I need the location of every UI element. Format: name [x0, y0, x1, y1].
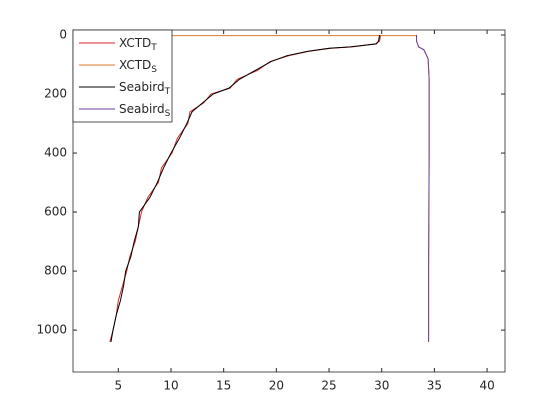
legend-label: XCTDT	[119, 36, 157, 53]
x-tick-label: 20	[269, 379, 284, 393]
legend-box	[72, 29, 173, 123]
x-tick-label: 25	[321, 379, 336, 393]
legend-subscript: S	[151, 65, 157, 75]
y-tick-label: 600	[44, 205, 67, 219]
y-tick-label: 400	[44, 146, 67, 160]
x-tick-label: 35	[427, 379, 442, 393]
x-tick-label: 30	[374, 379, 389, 393]
legend-subscript: S	[165, 109, 171, 119]
legend-name: Seabird	[119, 102, 165, 116]
y-tick-label: 800	[44, 264, 67, 278]
x-tick-label: 5	[114, 379, 122, 393]
legend-subscript: T	[150, 43, 157, 53]
x-tick-label: 15	[216, 379, 231, 393]
data-line	[110, 34, 381, 342]
legend-name: Seabird	[119, 80, 165, 94]
x-tick-label: 10	[163, 379, 178, 393]
y-tick-label: 1000	[36, 323, 67, 337]
legend-subscript: T	[164, 87, 171, 97]
axes-box	[72, 29, 506, 373]
legend-name: XCTD	[119, 36, 151, 50]
data-line	[415, 35, 430, 342]
legend-label: SeabirdT	[119, 80, 171, 97]
x-tick-label: 40	[479, 379, 494, 393]
y-tick-label: 200	[44, 87, 67, 101]
y-tick-label: 0	[59, 28, 67, 42]
legend-label: XCTDS	[119, 58, 157, 75]
legend-label: SeabirdS	[119, 102, 171, 119]
legend-name: XCTD	[119, 58, 151, 72]
